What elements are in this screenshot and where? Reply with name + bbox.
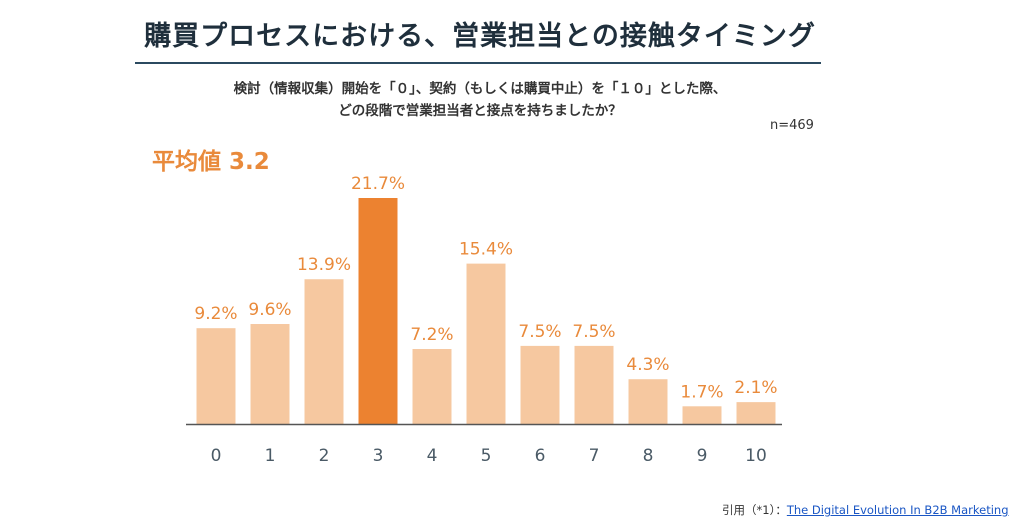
x-tick-1: 1	[265, 446, 276, 466]
bar-6	[520, 345, 560, 424]
x-tick-2: 2	[319, 446, 330, 466]
value-label-6: 7.5%	[518, 322, 561, 342]
bar-5	[466, 263, 506, 424]
value-label-7: 7.5%	[572, 322, 615, 342]
value-label-0: 9.2%	[194, 304, 237, 324]
bar-10	[736, 402, 776, 424]
x-tick-10: 10	[745, 446, 767, 466]
chart-title: 購買プロセスにおける、営業担当との接触タイミング	[144, 21, 816, 52]
value-label-9: 1.7%	[680, 382, 723, 402]
x-tick-0: 0	[211, 446, 222, 466]
bar-0	[196, 328, 236, 424]
bar-2	[304, 279, 344, 424]
value-label-5: 15.4%	[459, 240, 513, 260]
subtitle-line-1: 検討（情報収集）開始を「０」、契約（もしくは購買中止）を「１０」とした際、	[233, 81, 727, 97]
bar-8	[628, 379, 668, 424]
value-label-10: 2.1%	[734, 378, 777, 398]
x-tick-4: 4	[427, 446, 438, 466]
bar-4	[412, 349, 452, 424]
chart-subtitle: 検討（情報収集）開始を「０」、契約（もしくは購買中止）を「１０」とした際、 どの…	[0, 78, 960, 122]
bar-1	[250, 324, 290, 424]
x-tick-7: 7	[589, 446, 600, 466]
title-underline	[135, 62, 821, 64]
citation: 引用（*1）：The Digital Evolution In B2B Mark…	[722, 502, 1009, 518]
x-tick-9: 9	[697, 446, 708, 466]
sample-size: n=469	[770, 118, 814, 133]
x-tick-6: 6	[535, 446, 546, 466]
x-tick-3: 3	[373, 446, 384, 466]
value-label-8: 4.3%	[626, 355, 669, 375]
citation-link[interactable]: The Digital Evolution In B2B Marketing	[786, 503, 1009, 517]
value-label-3: 21.7%	[351, 174, 405, 194]
x-tick-5: 5	[481, 446, 492, 466]
value-label-1: 9.6%	[248, 300, 291, 320]
bar-9	[682, 406, 722, 424]
value-label-4: 7.2%	[410, 325, 453, 345]
bar-3	[358, 198, 398, 424]
average-label: 平均値 3.2	[152, 149, 270, 175]
subtitle-line-2: どの段階で営業担当者と接点を持ちましたか？	[338, 103, 622, 119]
value-label-2: 13.9%	[297, 255, 351, 275]
citation-prefix: 引用（*1）：	[722, 503, 787, 517]
bar-7	[574, 345, 614, 424]
x-tick-8: 8	[643, 446, 654, 466]
